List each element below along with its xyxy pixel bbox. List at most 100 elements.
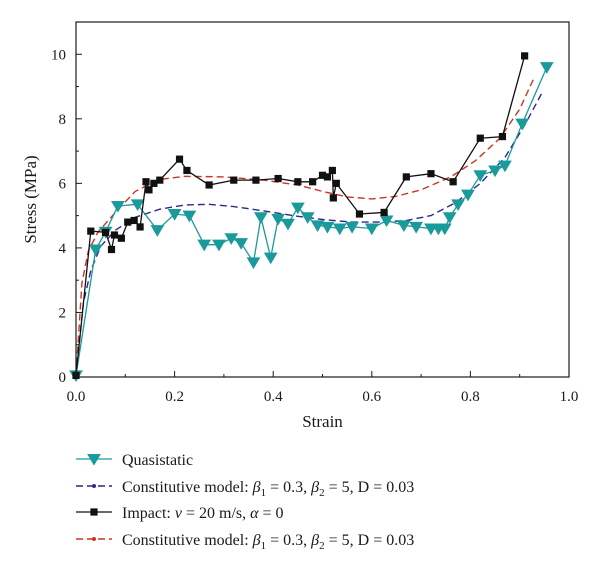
data-point-impact bbox=[124, 218, 132, 226]
data-point-quasistatic bbox=[212, 239, 226, 252]
legend-label-model-impact: Constitutive model: β1 = 0.3, β2 = 5, D … bbox=[122, 532, 414, 552]
axis-ticks: 0.0 0.2 0.4 0.6 0.8 1.0 0 2 4 6 8 10 bbox=[51, 21, 579, 405]
data-point-impact bbox=[87, 227, 95, 235]
x-tick-label: 0.8 bbox=[461, 389, 480, 405]
data-point-impact bbox=[156, 176, 164, 184]
data-point-quasistatic bbox=[320, 221, 335, 234]
data-point-impact bbox=[521, 52, 529, 60]
y-axis-label: Stress (MPa) bbox=[21, 155, 40, 243]
y-tick-label: 6 bbox=[59, 176, 67, 192]
legend-marker-model bbox=[92, 484, 96, 488]
legend-item-model-quasistatic: Constitutive model: β1 = 0.3, β2 = 5, D … bbox=[76, 479, 414, 499]
legend-label-impact: Impact: ν = 20 m/s, α = 0 bbox=[122, 505, 284, 522]
data-point-impact bbox=[230, 176, 238, 184]
legend-item-model-impact: Constitutive model: β1 = 0.3, β2 = 5, D … bbox=[76, 532, 414, 552]
y-tick-label: 4 bbox=[59, 241, 67, 257]
series-model-impact bbox=[75, 76, 536, 376]
y-tick-label: 2 bbox=[59, 305, 67, 321]
data-point-impact bbox=[427, 170, 435, 178]
data-point-quasistatic bbox=[167, 209, 182, 221]
data-point-quasistatic bbox=[281, 218, 295, 231]
data-point-impact bbox=[294, 178, 302, 186]
data-point-quasistatic bbox=[182, 210, 197, 223]
data-point-impact bbox=[110, 231, 119, 239]
x-tick-label: 1.0 bbox=[560, 389, 579, 405]
data-point-quasistatic bbox=[271, 213, 286, 226]
data-point-quasistatic bbox=[498, 160, 512, 173]
data-point-impact bbox=[449, 178, 457, 186]
data-point-impact bbox=[498, 132, 507, 141]
data-point-quasistatic bbox=[150, 225, 165, 237]
x-tick-label: 0.0 bbox=[67, 389, 86, 405]
y-tick-label: 8 bbox=[59, 112, 67, 128]
y-tick-label: 10 bbox=[51, 47, 66, 63]
data-point-impact bbox=[318, 171, 327, 179]
series-model-quasistatic bbox=[75, 92, 543, 376]
data-point-quasistatic bbox=[488, 165, 502, 178]
data-point-impact bbox=[274, 174, 282, 183]
y-tick-label: 0 bbox=[59, 370, 67, 386]
series-impact bbox=[72, 52, 529, 379]
data-point-quasistatic bbox=[310, 220, 325, 233]
legend-marker-quasistatic bbox=[87, 454, 101, 466]
data-point-quasistatic bbox=[409, 221, 424, 234]
data-point-impact bbox=[402, 173, 410, 181]
x-tick-label: 0.2 bbox=[165, 389, 184, 405]
legend-item-quasistatic: Quasistatic bbox=[76, 452, 193, 469]
data-point-impact bbox=[130, 216, 138, 225]
legend: Quasistatic Constitutive model: β1 = 0.3… bbox=[76, 452, 414, 552]
data-point-impact bbox=[328, 166, 336, 175]
data-point-quasistatic bbox=[437, 223, 452, 236]
data-point-quasistatic bbox=[539, 62, 554, 74]
legend-marker-impact bbox=[90, 508, 98, 516]
data-point-impact bbox=[329, 194, 337, 202]
series-layer bbox=[69, 52, 554, 383]
series-line-model-quasistatic bbox=[75, 92, 543, 376]
data-point-impact bbox=[136, 223, 144, 231]
data-point-impact bbox=[205, 181, 213, 189]
data-point-quasistatic bbox=[345, 221, 359, 234]
data-point-impact bbox=[252, 176, 260, 184]
data-point-quasistatic bbox=[442, 212, 457, 224]
data-point-impact bbox=[101, 228, 110, 237]
data-point-quasistatic bbox=[130, 199, 145, 212]
series-line-model-impact bbox=[75, 76, 536, 376]
data-point-impact bbox=[117, 234, 125, 242]
plot-frame bbox=[75, 21, 570, 378]
data-point-impact bbox=[142, 178, 150, 186]
data-point-quasistatic bbox=[290, 202, 305, 215]
data-point-impact bbox=[183, 166, 191, 175]
x-axis-label: Strain bbox=[302, 412, 343, 431]
data-point-quasistatic bbox=[515, 118, 530, 131]
series-quasistatic bbox=[69, 62, 554, 383]
data-point-impact bbox=[476, 134, 484, 142]
data-point-quasistatic bbox=[234, 238, 249, 250]
data-point-quasistatic bbox=[197, 239, 212, 252]
data-point-quasistatic bbox=[263, 252, 278, 265]
data-point-impact bbox=[323, 173, 332, 181]
legend-label-quasistatic: Quasistatic bbox=[122, 452, 193, 469]
data-point-impact bbox=[175, 155, 184, 163]
data-point-quasistatic bbox=[224, 233, 239, 245]
data-point-quasistatic bbox=[396, 220, 411, 233]
data-point-impact bbox=[107, 245, 116, 254]
data-point-quasistatic bbox=[332, 223, 347, 236]
legend-item-impact: Impact: ν = 20 m/s, α = 0 bbox=[76, 505, 284, 522]
data-point-impact bbox=[145, 186, 153, 194]
data-point-quasistatic bbox=[473, 170, 488, 182]
data-point-quasistatic bbox=[88, 244, 103, 257]
data-point-quasistatic bbox=[451, 199, 465, 212]
data-point-impact bbox=[150, 179, 158, 187]
data-point-quasistatic bbox=[111, 200, 125, 213]
data-point-quasistatic bbox=[364, 223, 379, 236]
x-tick-label: 0.6 bbox=[362, 389, 381, 405]
legend-label-model-quasistatic: Constitutive model: β1 = 0.3, β2 = 5, D … bbox=[122, 479, 414, 499]
data-point-quasistatic bbox=[300, 212, 315, 224]
data-point-quasistatic bbox=[461, 189, 475, 202]
data-point-impact bbox=[380, 208, 388, 217]
x-tick-label: 0.4 bbox=[264, 389, 283, 405]
data-point-quasistatic bbox=[246, 257, 261, 270]
series-line-impact bbox=[75, 55, 526, 376]
legend-marker-model bbox=[92, 537, 96, 541]
